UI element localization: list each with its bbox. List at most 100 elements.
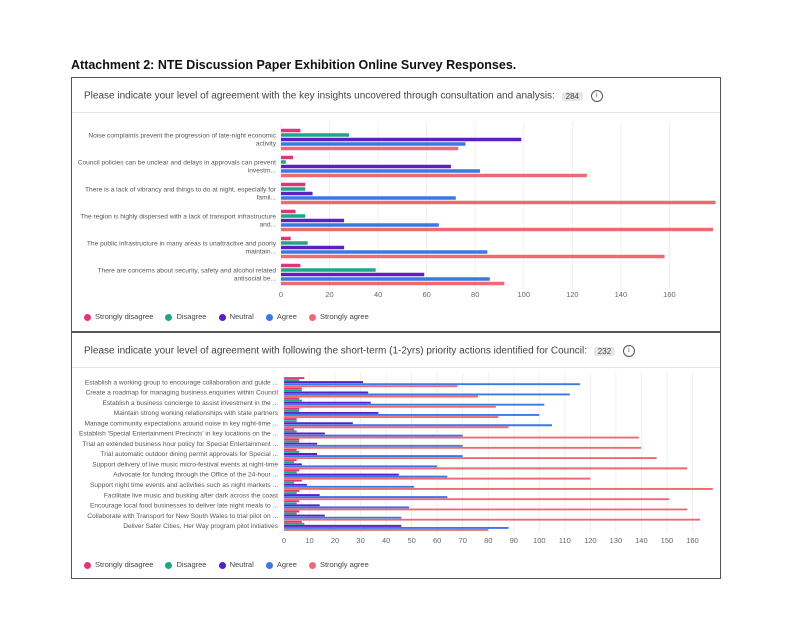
bar xyxy=(284,526,509,529)
x-tick-label: 20 xyxy=(325,290,333,299)
bar xyxy=(284,403,545,406)
bar xyxy=(281,137,522,142)
bar xyxy=(284,395,479,398)
category-label: Trial an extended business hour policy f… xyxy=(83,441,279,448)
category-label: Establish 'Special Entertainment Precinc… xyxy=(79,431,278,438)
bar xyxy=(281,223,439,227)
legend-item[interactable]: Neutral xyxy=(218,560,254,569)
bar xyxy=(284,475,448,478)
category-label: maintain... xyxy=(246,249,277,256)
bar xyxy=(281,218,345,223)
bar xyxy=(284,473,399,476)
bar xyxy=(284,424,553,427)
x-tick-label: 40 xyxy=(374,290,382,299)
panel-divider xyxy=(72,112,720,113)
bar xyxy=(284,502,297,505)
category-label: activity xyxy=(256,141,277,148)
legend-item[interactable]: Strongly disagree xyxy=(84,560,153,569)
bar xyxy=(284,461,295,464)
category-label: Noise complaints prevent the progression… xyxy=(88,133,276,140)
bar xyxy=(281,227,714,232)
bar xyxy=(284,500,300,503)
category-label: Support delivery of live music micro-fes… xyxy=(92,461,278,468)
category-label: Advocate for funding through the Office … xyxy=(113,472,278,479)
x-tick-label: 150 xyxy=(661,536,674,545)
legend-item[interactable]: Strongly agree xyxy=(308,560,369,569)
x-tick-label: 140 xyxy=(615,290,628,299)
bar xyxy=(281,245,345,250)
legend-item[interactable]: Strongly disagree xyxy=(84,312,153,321)
legend-swatch xyxy=(165,561,173,569)
bar xyxy=(284,510,300,513)
x-tick-label: 160 xyxy=(686,536,699,545)
bar xyxy=(281,263,301,268)
legend-label: Agree xyxy=(276,560,297,569)
bar xyxy=(284,514,325,517)
bar xyxy=(284,451,300,453)
legend-label: Strongly agree xyxy=(319,312,369,321)
x-tick-label: 70 xyxy=(459,536,467,545)
category-label: Deliver Safer Cities, Her Way program pi… xyxy=(123,523,278,530)
category-label: Council policies can be unclear and dela… xyxy=(78,160,276,167)
bar xyxy=(281,142,466,146)
bar xyxy=(281,155,294,160)
category-label: There is a lack of vibrancy and things t… xyxy=(85,187,277,194)
bar xyxy=(281,281,505,286)
bar xyxy=(284,407,300,410)
bar xyxy=(281,187,306,191)
bar xyxy=(281,164,451,169)
category-label: investm... xyxy=(248,168,276,175)
category-label: There are concerns about security, safet… xyxy=(98,268,277,275)
bar xyxy=(284,448,297,451)
bar xyxy=(284,436,639,439)
x-tick-label: 100 xyxy=(518,290,531,299)
bar xyxy=(281,254,665,259)
bar xyxy=(284,377,305,379)
bar xyxy=(284,397,300,400)
bar xyxy=(281,214,306,218)
bar xyxy=(284,381,364,384)
legend-item[interactable]: Neutral xyxy=(218,312,254,321)
bar xyxy=(284,399,302,402)
bar xyxy=(284,379,300,382)
bar xyxy=(284,444,463,447)
bar xyxy=(284,401,371,404)
legend-swatch xyxy=(265,313,273,321)
info-icon[interactable]: i xyxy=(590,90,603,102)
category-label: Establish a business concierge to assist… xyxy=(102,400,278,407)
bar xyxy=(284,520,302,523)
chart-panel-key-insights: Please indicate your level of agreement … xyxy=(71,77,721,332)
bar xyxy=(284,455,463,457)
bar xyxy=(284,453,318,455)
legend-swatch xyxy=(308,313,316,321)
bar xyxy=(284,414,540,416)
bar xyxy=(284,446,642,449)
legend-item[interactable]: Agree xyxy=(265,312,297,321)
bar xyxy=(281,128,301,133)
legend-item[interactable]: Agree xyxy=(265,560,297,569)
bar xyxy=(284,529,489,531)
info-icon[interactable]: i xyxy=(622,345,635,357)
x-tick-label: 0 xyxy=(282,536,286,545)
bar xyxy=(284,432,325,435)
category-label: antisocial be... xyxy=(234,276,276,283)
legend-item[interactable]: Disagree xyxy=(165,560,206,569)
bar xyxy=(284,383,581,386)
priority-actions-bar-chart: 0 10 20 30 40 50 60 70 80 90 100 110 120 130 140 150 160… xyxy=(79,373,713,545)
x-tick-label: 60 xyxy=(422,290,430,299)
bar xyxy=(284,438,300,441)
bar xyxy=(284,467,688,470)
question-text: Please indicate your level of agreement … xyxy=(84,90,555,102)
legend-swatch xyxy=(218,313,226,321)
bar xyxy=(284,409,300,412)
chart-panel-priority-actions: Please indicate your level of agreement … xyxy=(71,332,721,579)
bar xyxy=(284,385,458,388)
legend-label: Strongly disagree xyxy=(95,312,154,321)
bar xyxy=(284,422,353,425)
x-tick-label: 80 xyxy=(484,536,492,545)
bar xyxy=(284,405,496,408)
legend-item[interactable]: Disagree xyxy=(165,312,206,321)
bar xyxy=(284,471,297,474)
legend-item[interactable]: Strongly agree xyxy=(308,312,369,321)
legend-label: Neutral xyxy=(229,312,254,321)
